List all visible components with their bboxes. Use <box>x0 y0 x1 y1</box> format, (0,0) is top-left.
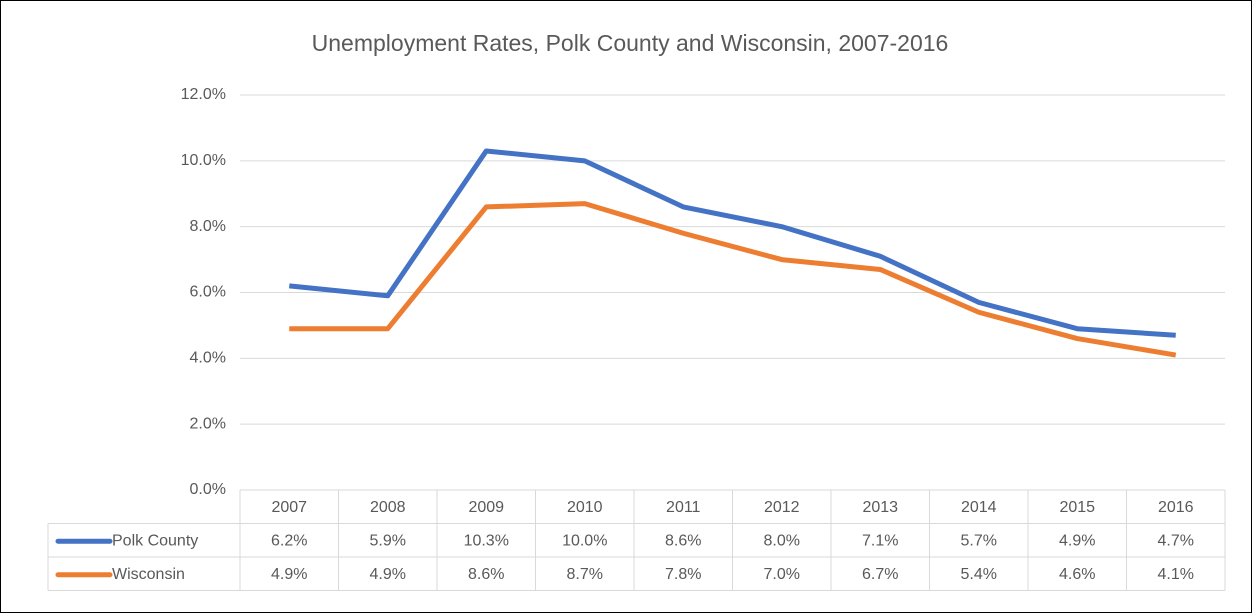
table-value: 4.1% <box>1158 566 1194 583</box>
table-value: 4.7% <box>1158 532 1194 549</box>
table-value: 5.7% <box>961 532 997 549</box>
table-value: 6.7% <box>862 566 898 583</box>
table-value: 4.9% <box>370 566 406 583</box>
x-tick-label: 2010 <box>567 499 603 516</box>
y-tick-label: 10.0% <box>181 152 226 169</box>
x-tick-label: 2011 <box>666 499 701 516</box>
table-value: 8.6% <box>665 532 701 549</box>
table-value: 10.0% <box>562 532 607 549</box>
y-tick-label: 6.0% <box>190 284 226 301</box>
x-tick-label: 2014 <box>961 499 997 516</box>
y-tick-label: 0.0% <box>190 481 226 498</box>
legend-label: Wisconsin <box>112 566 185 583</box>
table-value: 7.0% <box>764 566 800 583</box>
x-tick-label: 2012 <box>764 499 800 516</box>
x-tick-label: 2016 <box>1158 499 1194 516</box>
table-value: 4.6% <box>1059 566 1095 583</box>
legend-label: Polk County <box>112 532 198 549</box>
x-tick-label: 2007 <box>271 499 307 516</box>
table-value: 7.1% <box>862 532 898 549</box>
y-tick-label: 2.0% <box>190 415 226 432</box>
table-value: 6.2% <box>271 532 307 549</box>
y-tick-label: 4.0% <box>190 350 226 367</box>
series-line <box>289 201 1177 358</box>
x-tick-label: 2015 <box>1059 499 1095 516</box>
x-tick-label: 2013 <box>862 499 898 516</box>
x-tick-label: 2009 <box>468 499 504 516</box>
table-value: 8.7% <box>567 566 603 583</box>
x-tick-label: 2008 <box>370 499 406 516</box>
table-value: 8.0% <box>764 532 800 549</box>
table-value: 5.4% <box>961 566 997 583</box>
table-value: 4.9% <box>271 566 307 583</box>
table-value: 10.3% <box>464 532 509 549</box>
y-tick-label: 12.0% <box>181 86 226 103</box>
table-value: 5.9% <box>370 532 406 549</box>
table-value: 8.6% <box>468 566 504 583</box>
y-tick-label: 8.0% <box>190 218 226 235</box>
table-value: 4.9% <box>1059 532 1095 549</box>
table-value: 7.8% <box>665 566 701 583</box>
chart-title: Unemployment Rates, Polk County and Wisc… <box>312 30 949 56</box>
series-line <box>289 148 1176 338</box>
